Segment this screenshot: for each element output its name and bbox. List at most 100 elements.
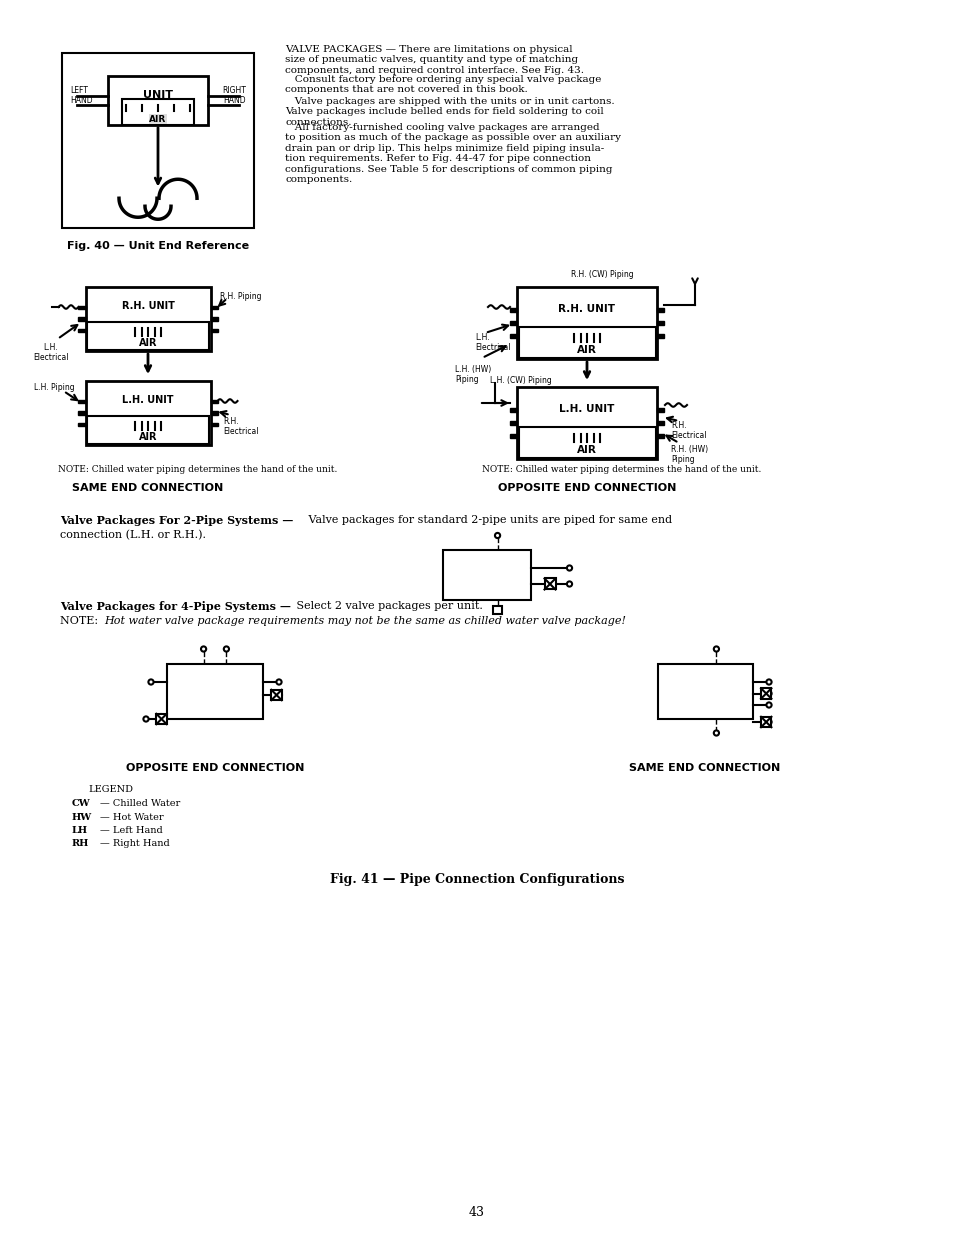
Bar xyxy=(517,287,657,359)
Circle shape xyxy=(765,679,771,684)
Text: AIR: AIR xyxy=(138,338,157,348)
Circle shape xyxy=(713,646,719,652)
Bar xyxy=(211,329,217,332)
Circle shape xyxy=(765,690,771,697)
Text: Select 2 valve packages per unit.: Select 2 valve packages per unit. xyxy=(293,601,482,611)
Text: — Left Hand: — Left Hand xyxy=(100,826,163,835)
Text: NOTE: Chilled water piping determines the hand of the unit.: NOTE: Chilled water piping determines th… xyxy=(58,466,337,474)
Circle shape xyxy=(276,693,281,698)
Text: Fig. 40 — Unit End Reference: Fig. 40 — Unit End Reference xyxy=(67,241,249,251)
Circle shape xyxy=(566,566,572,571)
Bar xyxy=(657,663,752,719)
Text: Consult factory before ordering any special valve package
components that are no: Consult factory before ordering any spec… xyxy=(285,75,600,94)
Circle shape xyxy=(713,730,719,736)
Bar xyxy=(211,400,217,403)
Circle shape xyxy=(495,532,499,538)
Text: AIR: AIR xyxy=(577,346,597,356)
Bar xyxy=(211,317,217,321)
Text: — Chilled Water: — Chilled Water xyxy=(100,799,180,808)
Text: NOTE: Chilled water piping determines the hand of the unit.: NOTE: Chilled water piping determines th… xyxy=(481,466,760,474)
Text: Hot water valve package requirements may not be the same as chilled water valve : Hot water valve package requirements may… xyxy=(104,616,625,626)
Bar xyxy=(760,688,771,699)
Text: R.H. UNIT: R.H. UNIT xyxy=(121,301,174,311)
Text: Valve packages for standard 2-pipe units are piped for same end: Valve packages for standard 2-pipe units… xyxy=(305,515,672,525)
Bar xyxy=(87,416,209,443)
Bar xyxy=(86,382,211,445)
Text: Fig. 41 — Pipe Connection Configurations: Fig. 41 — Pipe Connection Configurations xyxy=(330,873,623,885)
Circle shape xyxy=(201,646,206,652)
Text: RH: RH xyxy=(71,840,90,848)
Text: LEGEND: LEGEND xyxy=(88,785,132,794)
Bar xyxy=(211,411,217,415)
Text: AIR: AIR xyxy=(138,432,157,442)
Text: connection (L.H. or R.H.).: connection (L.H. or R.H.). xyxy=(60,530,206,540)
Text: L.H. UNIT: L.H. UNIT xyxy=(558,404,614,414)
Text: 43: 43 xyxy=(469,1207,484,1219)
Text: Valve Packages For 2-Pipe Systems —: Valve Packages For 2-Pipe Systems — xyxy=(60,515,294,526)
Text: — Hot Water: — Hot Water xyxy=(100,813,164,821)
Bar xyxy=(518,327,655,358)
Bar xyxy=(760,716,771,727)
Circle shape xyxy=(224,646,229,652)
Text: RIGHT
HAND: RIGHT HAND xyxy=(222,85,246,105)
Text: Valve Packages for 4-Pipe Systems —: Valve Packages for 4-Pipe Systems — xyxy=(60,601,291,613)
Text: All factory-furnished cooling valve packages are arranged
to position as much of: All factory-furnished cooling valve pack… xyxy=(285,124,620,184)
Bar xyxy=(509,421,517,425)
Text: SAME END CONNECTION: SAME END CONNECTION xyxy=(72,483,223,493)
Bar xyxy=(87,322,209,350)
Text: Valve packages are shipped with the units or in unit cartons.
Valve packages inc: Valve packages are shipped with the unit… xyxy=(285,98,614,127)
Circle shape xyxy=(149,679,153,684)
Text: OPPOSITE END CONNECTION: OPPOSITE END CONNECTION xyxy=(126,763,304,773)
Bar xyxy=(78,411,86,415)
Text: R.H. (CW) Piping: R.H. (CW) Piping xyxy=(570,270,633,279)
Text: NOTE:: NOTE: xyxy=(60,616,102,626)
Circle shape xyxy=(765,703,771,708)
Text: AIR: AIR xyxy=(150,115,167,124)
Bar xyxy=(442,550,531,600)
Text: LH: LH xyxy=(71,826,88,835)
Text: LEFT
HAND: LEFT HAND xyxy=(70,85,92,105)
Text: CW: CW xyxy=(71,799,91,808)
Text: SAME END CONNECTION: SAME END CONNECTION xyxy=(629,763,780,773)
Text: VALVE PACKAGES — There are limitations on physical
size of pneumatic valves, qua: VALVE PACKAGES — There are limitations o… xyxy=(285,44,583,75)
Bar xyxy=(509,409,517,411)
Bar xyxy=(657,435,663,437)
Text: L.H. Piping: L.H. Piping xyxy=(33,383,74,391)
Bar xyxy=(78,400,86,403)
Bar xyxy=(518,427,655,458)
Circle shape xyxy=(566,582,572,587)
Bar xyxy=(78,317,86,321)
Circle shape xyxy=(143,716,149,721)
Bar xyxy=(544,578,555,589)
Bar xyxy=(509,309,517,311)
Text: L.H.
Electrical: L.H. Electrical xyxy=(475,333,510,352)
Text: OPPOSITE END CONNECTION: OPPOSITE END CONNECTION xyxy=(497,483,676,493)
Bar xyxy=(657,409,663,411)
Bar xyxy=(657,309,663,311)
Text: L.H.
Electrical: L.H. Electrical xyxy=(32,343,69,362)
Bar xyxy=(78,329,86,332)
Text: L.H. (CW) Piping: L.H. (CW) Piping xyxy=(490,377,551,385)
Bar xyxy=(517,387,657,459)
Text: HW: HW xyxy=(71,813,92,821)
Bar xyxy=(78,422,86,426)
Text: L.H. UNIT: L.H. UNIT xyxy=(122,395,173,405)
Bar xyxy=(122,99,193,125)
Bar xyxy=(509,321,517,325)
Bar xyxy=(657,335,663,337)
Text: R.H.
Electrical: R.H. Electrical xyxy=(223,417,258,436)
Bar xyxy=(86,287,211,351)
Text: R.H. Piping: R.H. Piping xyxy=(220,293,262,301)
Bar xyxy=(108,75,208,125)
Text: R.H. (HW)
Piping: R.H. (HW) Piping xyxy=(670,445,707,464)
Bar xyxy=(168,663,262,719)
Text: R.H. UNIT: R.H. UNIT xyxy=(558,304,615,314)
Text: L.H. (HW)
Piping: L.H. (HW) Piping xyxy=(455,366,491,384)
Text: R.H.
Electrical: R.H. Electrical xyxy=(670,421,706,441)
Bar xyxy=(509,435,517,437)
Text: AIR: AIR xyxy=(577,446,597,456)
Circle shape xyxy=(765,720,771,725)
Bar xyxy=(509,335,517,337)
Bar xyxy=(211,422,217,426)
Bar xyxy=(211,306,217,309)
